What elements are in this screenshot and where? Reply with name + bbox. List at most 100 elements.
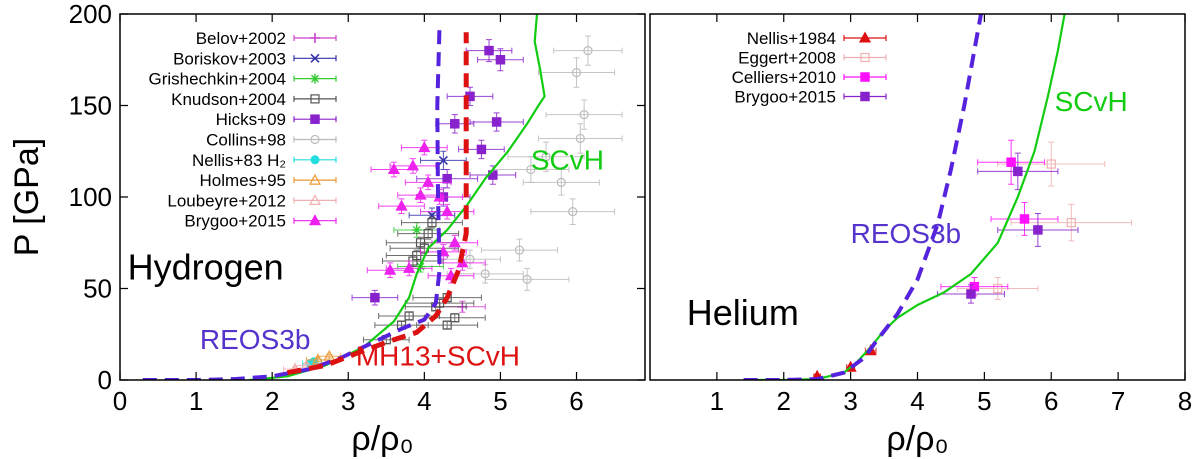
curve-mh13-scvh bbox=[286, 32, 469, 376]
data-point bbox=[422, 175, 435, 187]
data-point bbox=[384, 263, 397, 275]
error-bar bbox=[484, 267, 570, 291]
legend-label: Nellis+83 H₂ bbox=[192, 151, 286, 170]
error-bar bbox=[530, 198, 616, 225]
legend-item-boriskov-2003: Boriskov+2003 bbox=[173, 49, 337, 68]
data-point bbox=[427, 210, 437, 220]
legend-swatch-marker bbox=[310, 155, 320, 165]
error-bar bbox=[389, 242, 460, 255]
error-bar bbox=[1010, 203, 1132, 242]
x-tick-label: 6 bbox=[569, 386, 583, 416]
data-point bbox=[370, 292, 380, 303]
data-point bbox=[1019, 214, 1030, 224]
data-point bbox=[427, 218, 437, 228]
legend-item-hicks-09: Hicks+09 bbox=[216, 110, 337, 129]
series-brygoo-2015 bbox=[937, 152, 1079, 304]
y-tick-label: 0 bbox=[98, 365, 112, 395]
x-tick-label: 4 bbox=[417, 386, 431, 416]
annotation-scvh: SCvH bbox=[531, 145, 604, 176]
error-bar bbox=[522, 169, 600, 196]
data-point bbox=[1006, 157, 1016, 167]
legend-item-belov-2002: Belov+2002 bbox=[196, 29, 337, 48]
data-point bbox=[480, 269, 490, 279]
plot-area bbox=[142, 14, 623, 380]
curve-reos3b bbox=[743, 14, 983, 380]
legend-label: Grishechkin+2004 bbox=[148, 70, 286, 89]
plot-area bbox=[743, 14, 1132, 380]
x-tick-label: 8 bbox=[1178, 386, 1192, 416]
legend-label: Loubeyre+2012 bbox=[167, 191, 286, 210]
data-point bbox=[476, 144, 487, 155]
data-point bbox=[418, 141, 431, 153]
data-point bbox=[522, 274, 532, 284]
panel-hydrogen: 0 1 2 3 4 5 6 0 50 100 150 200 ρ/ρ₀ P [GPa] Hydrogen SC… bbox=[8, 0, 646, 458]
error-bar bbox=[378, 311, 441, 321]
legend-item-nellis-83-h: Nellis+83 H₂ bbox=[192, 151, 337, 170]
legend-label: Holmes+95 bbox=[200, 171, 286, 190]
annotation-helium: Helium bbox=[687, 292, 799, 333]
legend-label: Knudson+2004 bbox=[171, 90, 286, 109]
legend-swatch-marker bbox=[310, 134, 320, 145]
legend-item-loubeyre-2012: Loubeyre+2012 bbox=[167, 191, 337, 210]
legend-swatch-marker bbox=[860, 52, 870, 63]
x-axis-title: ρ/ρ₀ bbox=[351, 420, 413, 458]
data-point bbox=[583, 45, 593, 56]
legend-label: Boriskov+2003 bbox=[173, 49, 286, 68]
data-point bbox=[423, 229, 433, 239]
legend-item-collins-98: Collins+98 bbox=[206, 131, 337, 150]
x-tick-label: 6 bbox=[1044, 386, 1058, 416]
error-bar bbox=[362, 335, 410, 344]
error-bar bbox=[446, 264, 524, 284]
annotation-scvh: SCvH bbox=[1055, 86, 1128, 117]
error-bar bbox=[537, 123, 623, 154]
data-point bbox=[966, 289, 976, 299]
x-tick-label: 0 bbox=[113, 386, 127, 416]
data-point bbox=[387, 163, 401, 175]
data-point bbox=[1066, 218, 1076, 228]
legend-item-nellis-1984: Nellis+1984 bbox=[747, 29, 887, 48]
legend-swatch-line bbox=[293, 177, 337, 184]
legend-swatch-marker bbox=[308, 214, 322, 226]
data-point bbox=[1046, 159, 1056, 169]
data-point bbox=[395, 199, 408, 211]
legend-swatch-marker bbox=[310, 53, 320, 63]
x-tick-label: 1 bbox=[189, 386, 203, 416]
legend-swatch-marker bbox=[860, 72, 870, 82]
error-bar bbox=[382, 255, 444, 268]
error-bar bbox=[507, 141, 585, 172]
legend: Nellis+1984Eggert+2008Celliers+2010Brygo… bbox=[732, 29, 887, 107]
legend-swatch-line bbox=[293, 136, 337, 143]
x-tick-label: 5 bbox=[977, 386, 991, 416]
x-tick-label: 4 bbox=[910, 386, 924, 416]
data-point bbox=[526, 164, 536, 175]
data-point bbox=[404, 311, 414, 321]
error-bar bbox=[416, 320, 479, 330]
annotation-mh13-scvh: MH13+SCvH bbox=[356, 340, 520, 371]
data-point bbox=[450, 313, 460, 323]
annotation-reos3b: REOS3b bbox=[851, 218, 962, 249]
data-point bbox=[442, 173, 452, 184]
y-tick-label: 150 bbox=[69, 91, 112, 121]
legend-swatch-marker bbox=[308, 194, 322, 205]
data-point bbox=[438, 155, 448, 165]
data-point bbox=[514, 245, 525, 255]
x-tick-label: 5 bbox=[493, 386, 507, 416]
x-tick-label: 1 bbox=[710, 386, 724, 416]
error-bar bbox=[957, 277, 1039, 300]
legend-label: Eggert+2008 bbox=[738, 49, 836, 68]
annotation-reos3b: REOS3b bbox=[200, 324, 310, 355]
error-bar bbox=[480, 238, 558, 262]
legend-swatch-line bbox=[843, 54, 887, 61]
series-brygoo-2015 bbox=[366, 139, 486, 284]
data-point bbox=[406, 159, 420, 171]
x-tick-label: 3 bbox=[843, 386, 857, 416]
data-point bbox=[1013, 166, 1023, 177]
series-celliers-2010 bbox=[940, 139, 1059, 297]
legend-label: Brygoo+2015 bbox=[184, 212, 286, 231]
data-point bbox=[556, 177, 566, 187]
data-point bbox=[575, 133, 585, 144]
data-point bbox=[495, 55, 506, 65]
error-bar bbox=[404, 298, 475, 308]
